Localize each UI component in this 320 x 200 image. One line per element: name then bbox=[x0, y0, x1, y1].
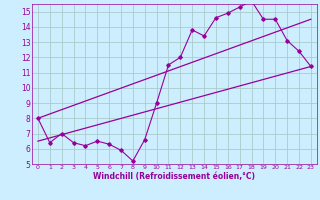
X-axis label: Windchill (Refroidissement éolien,°C): Windchill (Refroidissement éolien,°C) bbox=[93, 172, 255, 181]
